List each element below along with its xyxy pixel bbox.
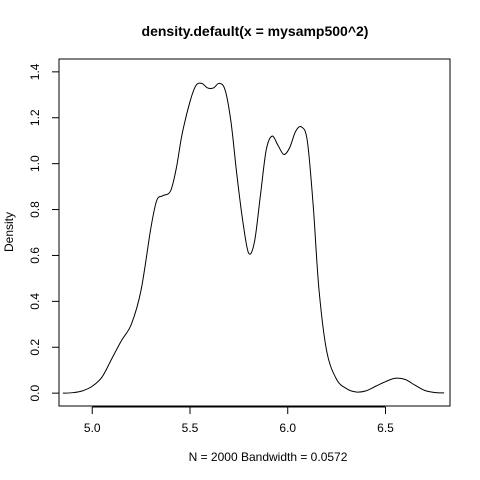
y-axis-label: Density [2,212,16,252]
chart-title: density.default(x = mysamp500^2) [142,23,369,39]
x-tick-label: 6.0 [279,421,296,435]
y-tick-label: 0.4 [28,293,42,310]
y-axis: 0.0 0.2 0.4 0.6 0.8 1.0 1.2 1.4 [28,63,60,401]
x-axis: 5.0 5.5 6.0 6.5 [84,406,394,435]
x-tick-label: 5.5 [182,421,199,435]
y-tick-label: 1.0 [28,155,42,172]
y-tick-label: 1.4 [28,63,42,80]
y-tick-label: 0.6 [28,247,42,264]
y-tick-label: 1.2 [28,109,42,126]
x-tick-label: 6.5 [377,421,394,435]
y-tick-label: 0.0 [28,384,42,401]
y-tick-label: 0.2 [28,339,42,356]
density-curve [62,82,445,394]
x-tick-label: 5.0 [84,421,101,435]
x-axis-label: N = 2000 Bandwidth = 0.0572 [189,450,348,464]
y-tick-label: 0.8 [28,201,42,218]
